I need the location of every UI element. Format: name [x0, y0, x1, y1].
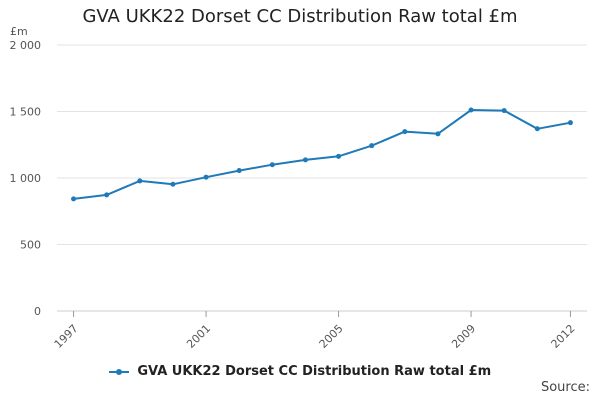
y-tick-label: 0: [34, 305, 41, 318]
x-tick-label: 2005: [317, 322, 346, 351]
source-label: Source:: [540, 380, 590, 395]
axes: 0 500 1 000 1 500 2 000 1997 2001 2005 2009 2012: [10, 39, 587, 351]
x-tick-label: 2001: [184, 322, 213, 351]
data-point[interactable]: [302, 157, 308, 163]
data-point[interactable]: [435, 131, 441, 137]
data-point[interactable]: [567, 120, 573, 126]
data-point[interactable]: [336, 153, 342, 159]
y-tick-label: 1 500: [10, 106, 42, 119]
series-layer: [71, 107, 573, 202]
data-point[interactable]: [501, 108, 507, 114]
legend-marker: [115, 368, 122, 375]
grid-lines: [57, 44, 587, 312]
chart-title: GVA UKK22 Dorset CC Distribution Raw tot…: [82, 6, 518, 27]
y-tick-label: 1 000: [10, 172, 42, 185]
legend-label: GVA UKK22 Dorset CC Distribution Raw tot…: [137, 364, 492, 379]
x-tick-label: 1997: [52, 322, 81, 351]
y-tick-label: 500: [20, 239, 41, 252]
x-tick-label: 2012: [549, 322, 578, 351]
data-point[interactable]: [468, 107, 474, 113]
data-point[interactable]: [236, 168, 242, 174]
legend[interactable]: GVA UKK22 Dorset CC Distribution Raw tot…: [0, 364, 600, 379]
y-unit-label: £m: [10, 25, 28, 38]
legend-swatch: [108, 365, 129, 379]
data-point[interactable]: [534, 126, 540, 132]
data-point[interactable]: [71, 196, 77, 202]
data-point[interactable]: [104, 192, 110, 198]
data-point[interactable]: [269, 162, 275, 168]
y-tick-label: 2 000: [10, 39, 42, 52]
data-point[interactable]: [170, 181, 176, 187]
series-line: [73, 109, 571, 200]
data-point[interactable]: [369, 143, 375, 149]
data-point[interactable]: [137, 178, 143, 184]
data-point[interactable]: [203, 174, 209, 180]
x-tick-label: 2009: [449, 322, 478, 351]
data-point[interactable]: [402, 129, 408, 135]
